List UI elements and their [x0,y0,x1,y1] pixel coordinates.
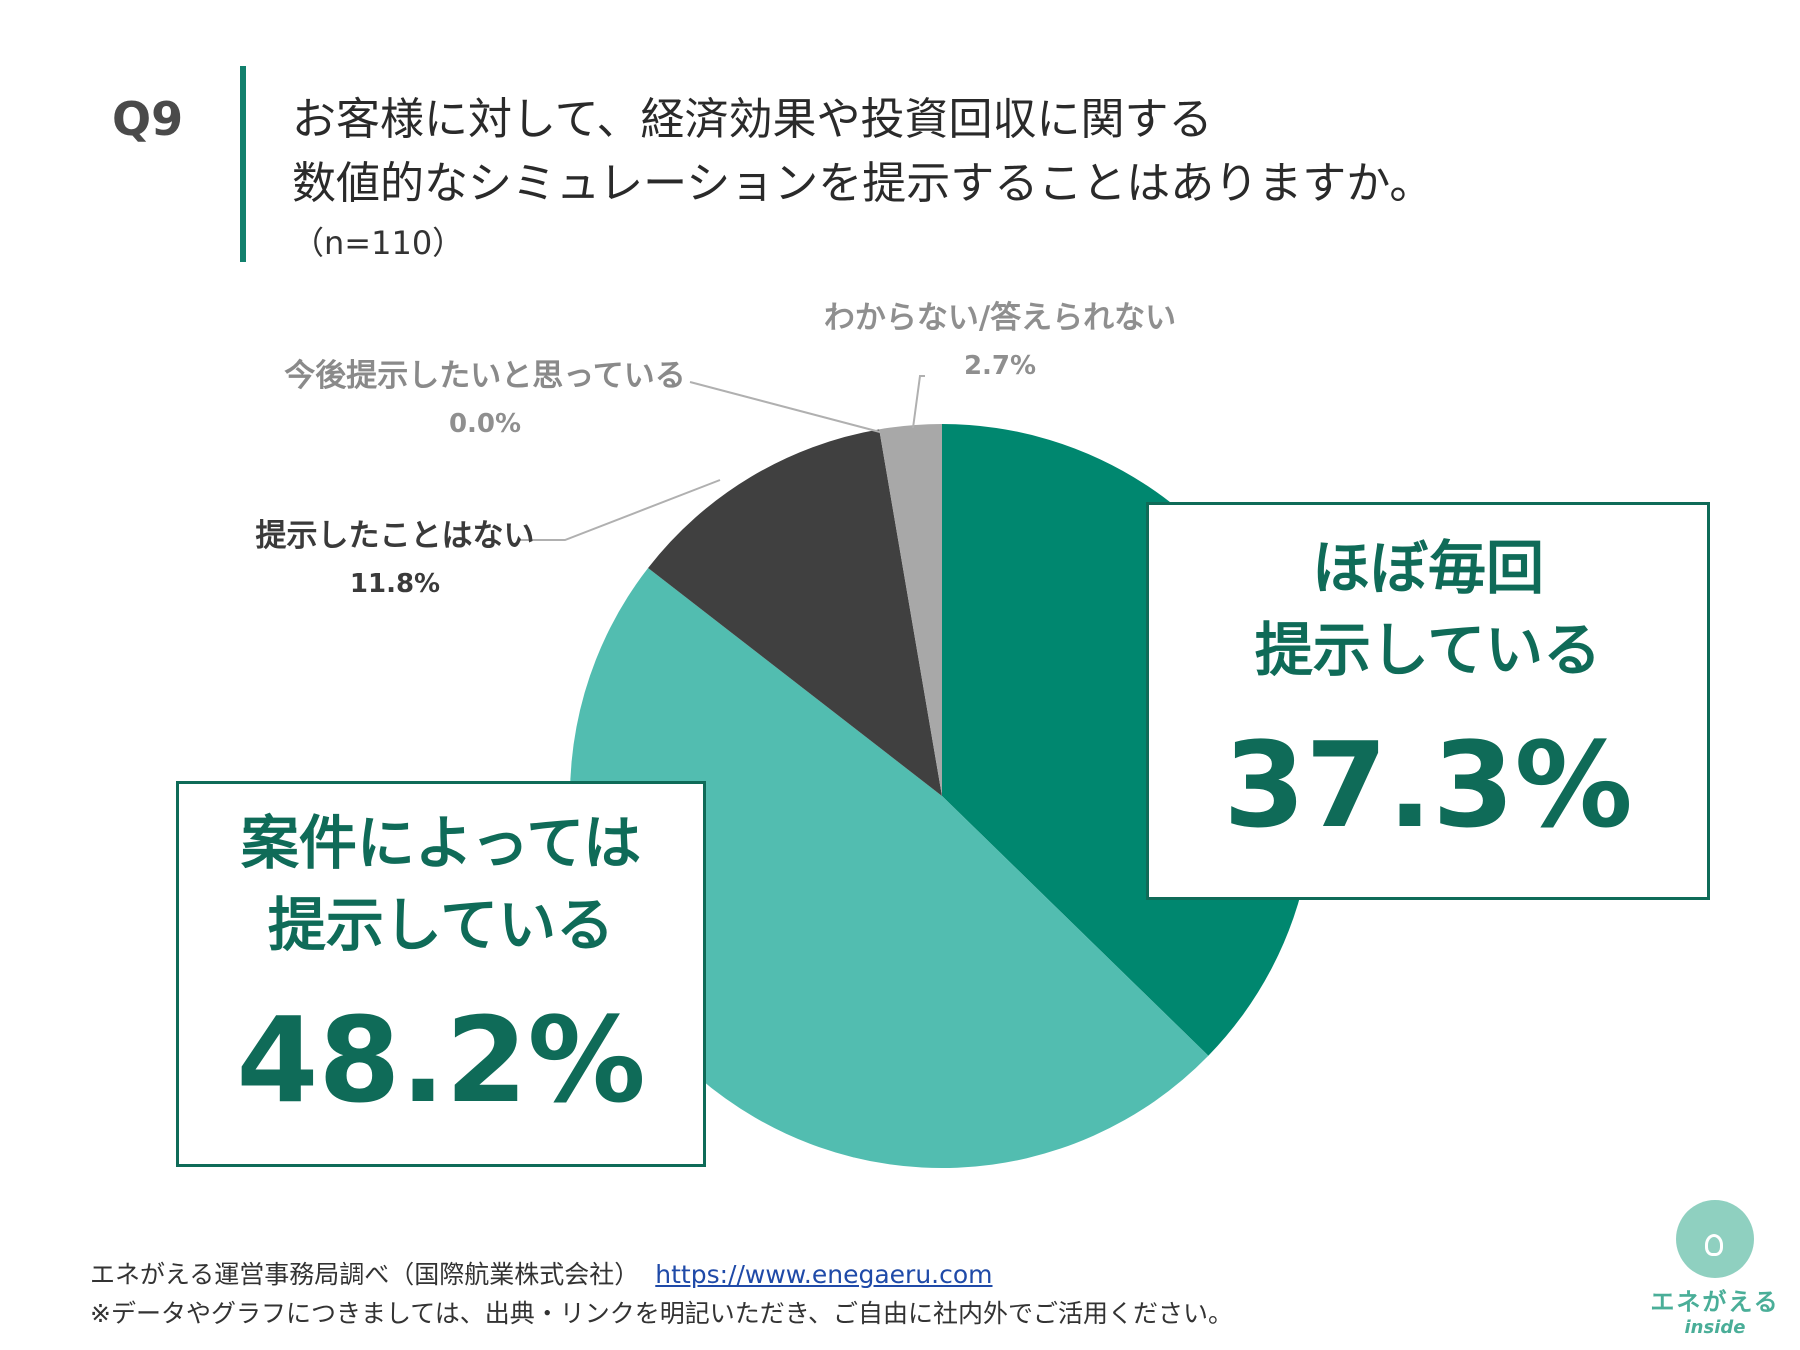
question-title-line-2: 数値的なシミュレーションを提示することはありますか。 [292,158,1434,209]
pie-slice-3 [648,429,942,796]
callout-every-time-line-2: 提示している [1254,616,1602,684]
callout-every-time-line-1: ほぼ毎回 [1311,534,1544,602]
callout-every-time-pct: 37.3% [1223,716,1633,854]
footer-note: ※データやグラフにつきましては、出典・リンクを明記いただき、ご自由に社内外でご活… [90,1299,1233,1328]
pie-slice-2 [570,567,1209,1168]
callout-every-time: ほぼ毎回 提示している 37.3% [1146,502,1710,900]
brand-logo: エネがえる inside [1640,1200,1790,1340]
callout-depends-line-1: 案件によっては [240,809,642,877]
slice-label-unknown: わからない/答えられない 2.7% [790,292,1210,381]
slice-label-never-pct: 11.8% [349,569,441,599]
slice-label-future: 今後提示したいと思っている 0.0% [260,350,710,439]
logo-sub: inside [1684,1317,1746,1338]
footer-link[interactable]: https://www.enegaeru.com [655,1260,993,1289]
slice-label-never: 提示したことはない 11.8% [230,510,560,599]
question-number: Q9 [112,92,184,146]
leader-line-future [689,381,881,433]
question-title-line-1: お客様に対して、経済効果や投資回収に関する [292,94,1213,145]
slice-label-future-pct: 0.0% [448,409,522,439]
question-title: お客様に対して、経済効果や投資回収に関する 数値的なシミュレーションを提示するこ… [292,88,1433,216]
logo-name: エネがえる [1650,1288,1780,1316]
leader-line-never [520,479,721,541]
callout-depends-pct: 48.2% [236,991,646,1129]
slice-label-unknown-pct: 2.7% [963,351,1037,381]
title-accent-bar [240,66,246,262]
callout-depends: 案件によっては 提示している 48.2% [176,781,706,1167]
pie-slice-5 [879,424,942,796]
logo-badge-icon [1676,1200,1754,1278]
callout-depends-line-2: 提示している [267,891,615,959]
footer-source: エネがえる運営事務局調べ（国際航業株式会社） https://www.enegae… [90,1255,993,1291]
lightbulb-icon [1705,1234,1723,1256]
footer-source-text: エネがえる運営事務局調べ（国際航業株式会社） [90,1260,640,1289]
slice-label-never-name: 提示したことはない [255,518,535,554]
leader-lines [520,375,925,541]
slice-label-unknown-name: わからない/答えられない [823,300,1177,336]
leader-line-unknown [912,375,925,429]
sample-size: （n=110） [292,224,465,262]
slice-label-future-name: 今後提示したいと思っている [284,358,686,394]
